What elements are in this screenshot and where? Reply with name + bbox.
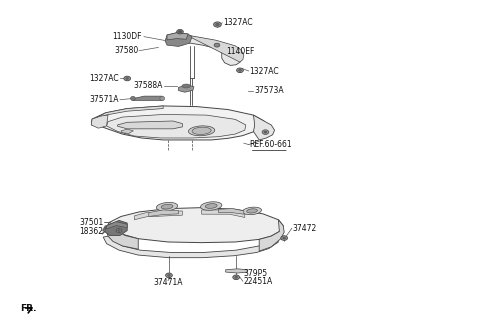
- Polygon shape: [121, 129, 133, 133]
- Ellipse shape: [247, 209, 257, 213]
- Circle shape: [214, 22, 221, 27]
- Ellipse shape: [242, 207, 262, 215]
- Polygon shape: [105, 220, 127, 235]
- Polygon shape: [92, 106, 264, 140]
- Text: 1140EF: 1140EF: [227, 47, 255, 56]
- Polygon shape: [202, 210, 245, 217]
- Text: 18362: 18362: [79, 227, 103, 236]
- Polygon shape: [226, 269, 247, 273]
- Ellipse shape: [161, 204, 173, 209]
- Ellipse shape: [182, 84, 191, 88]
- Circle shape: [262, 130, 269, 134]
- Text: FR.: FR.: [20, 303, 36, 313]
- Polygon shape: [96, 106, 163, 120]
- Circle shape: [264, 131, 267, 133]
- Ellipse shape: [201, 202, 222, 210]
- Polygon shape: [103, 236, 278, 258]
- Circle shape: [116, 229, 122, 232]
- Ellipse shape: [156, 202, 178, 211]
- Polygon shape: [179, 85, 194, 92]
- Circle shape: [239, 69, 241, 71]
- Polygon shape: [179, 35, 242, 65]
- Circle shape: [126, 77, 129, 79]
- Polygon shape: [218, 209, 244, 214]
- Text: 1130DF: 1130DF: [112, 32, 142, 41]
- Polygon shape: [186, 35, 244, 62]
- Polygon shape: [167, 33, 188, 40]
- Polygon shape: [165, 33, 192, 46]
- Circle shape: [235, 276, 238, 278]
- Polygon shape: [149, 210, 179, 216]
- Polygon shape: [253, 115, 275, 140]
- Circle shape: [281, 236, 288, 240]
- Text: 37571A: 37571A: [90, 95, 119, 104]
- Polygon shape: [107, 222, 127, 229]
- Ellipse shape: [205, 204, 217, 208]
- Polygon shape: [107, 114, 246, 138]
- Text: 37573A: 37573A: [254, 86, 284, 95]
- Circle shape: [237, 68, 243, 73]
- Circle shape: [233, 275, 240, 280]
- Text: 37588A: 37588A: [134, 81, 163, 90]
- Circle shape: [168, 274, 170, 276]
- Polygon shape: [133, 96, 162, 100]
- Polygon shape: [108, 208, 283, 243]
- Circle shape: [216, 23, 219, 26]
- Polygon shape: [134, 211, 182, 220]
- Text: 37472: 37472: [293, 224, 317, 233]
- Ellipse shape: [131, 96, 135, 101]
- Circle shape: [166, 273, 172, 278]
- Circle shape: [179, 31, 181, 33]
- Text: 1327AC: 1327AC: [223, 18, 253, 27]
- Circle shape: [283, 237, 286, 239]
- Polygon shape: [91, 119, 94, 126]
- Text: 1327AC: 1327AC: [250, 67, 279, 76]
- Text: 379P5: 379P5: [244, 268, 268, 278]
- Ellipse shape: [160, 96, 165, 101]
- Text: 37580: 37580: [114, 46, 138, 55]
- Text: REF.60-661: REF.60-661: [250, 140, 292, 149]
- Ellipse shape: [192, 127, 211, 134]
- Polygon shape: [259, 220, 284, 251]
- Ellipse shape: [189, 126, 215, 136]
- Polygon shape: [107, 222, 138, 249]
- Circle shape: [214, 43, 220, 47]
- Polygon shape: [91, 115, 108, 128]
- Text: 37501: 37501: [79, 218, 103, 227]
- Polygon shape: [118, 121, 182, 129]
- Text: 1327AC: 1327AC: [89, 74, 119, 83]
- Circle shape: [177, 29, 183, 34]
- Circle shape: [118, 230, 120, 232]
- Circle shape: [124, 76, 131, 81]
- Text: 22451A: 22451A: [244, 277, 273, 286]
- Text: 37471A: 37471A: [153, 278, 183, 287]
